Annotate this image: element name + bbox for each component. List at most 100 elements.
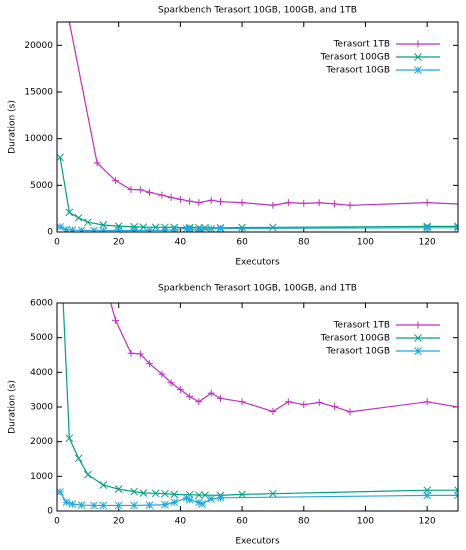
point	[167, 379, 175, 387]
x-tick-label: 80	[298, 238, 310, 248]
point	[130, 222, 138, 231]
y-tick-label: 5000	[30, 181, 53, 191]
point	[170, 490, 179, 499]
x-tick-label: 100	[357, 238, 374, 248]
plot-frame	[56, 302, 459, 512]
chart-title: Sparkbench Terasort 10GB, 100GB, and 1TB	[158, 284, 357, 294]
point	[127, 186, 135, 194]
point	[300, 401, 308, 409]
point	[269, 489, 277, 498]
point	[185, 225, 194, 232]
point	[182, 224, 191, 232]
point	[145, 226, 154, 232]
point	[139, 489, 148, 497]
point	[57, 223, 64, 231]
point	[269, 223, 277, 232]
series-line	[68, 22, 458, 206]
x-tick-label: 40	[175, 517, 187, 527]
x-tick-label: 40	[175, 238, 187, 248]
y-tick-label: 15000	[24, 88, 53, 98]
point	[74, 454, 83, 463]
point	[315, 398, 323, 406]
point	[216, 394, 224, 402]
y-tick-label: 5000	[30, 333, 53, 343]
point	[65, 208, 74, 217]
x-tick-label: 60	[236, 238, 248, 248]
point	[130, 226, 138, 232]
point	[62, 225, 71, 232]
y-tick-label: 20000	[24, 41, 53, 51]
point	[182, 493, 191, 502]
x-axis-label: Executors	[235, 258, 280, 268]
y-tick-label: 6000	[30, 299, 53, 309]
point	[170, 225, 179, 232]
y-axis-label: Duration (s)	[8, 380, 18, 434]
legend-label: Terasort 100GB	[320, 334, 390, 344]
point	[331, 200, 339, 208]
x-tick-label: 120	[419, 517, 436, 527]
point	[112, 177, 120, 185]
point	[454, 222, 458, 231]
chart-title: Sparkbench Terasort 10GB, 100GB, and 1TB	[158, 6, 357, 16]
point	[114, 485, 123, 494]
y-tick-label: 0	[47, 228, 53, 238]
point	[195, 398, 203, 406]
point	[176, 386, 184, 394]
series-line	[59, 157, 458, 229]
point	[186, 197, 194, 205]
point	[161, 500, 169, 509]
point	[423, 491, 432, 500]
point	[62, 498, 71, 507]
point	[99, 501, 108, 510]
point	[454, 200, 458, 208]
legend-label: Terasort 100GB	[320, 53, 390, 63]
x-axis-label: Executors	[235, 537, 280, 547]
point	[93, 159, 101, 167]
x-tick-label: 20	[113, 517, 125, 527]
point	[170, 498, 179, 507]
legend-label: Terasort 10GB	[325, 347, 390, 357]
y-tick-label: 4000	[30, 368, 53, 378]
point	[216, 493, 225, 502]
point	[99, 221, 108, 229]
point	[112, 316, 120, 324]
point	[99, 226, 108, 232]
x-tick-label: 20	[113, 238, 125, 248]
point	[423, 398, 431, 406]
point	[136, 350, 144, 358]
legend-marker	[414, 347, 422, 355]
point	[74, 213, 83, 222]
chart: Sparkbench Terasort 10GB, 100GB, and 1TB…	[8, 284, 459, 547]
legend-marker	[414, 40, 422, 48]
point	[195, 199, 203, 207]
point	[114, 226, 123, 232]
y-tick-label: 2000	[30, 437, 53, 447]
point	[158, 370, 166, 378]
point	[145, 501, 154, 509]
point	[346, 201, 354, 209]
point	[57, 153, 64, 162]
point	[331, 403, 339, 411]
point	[139, 223, 148, 232]
series-line	[62, 303, 458, 497]
point	[195, 491, 203, 499]
point	[77, 226, 86, 232]
point	[186, 393, 194, 401]
point	[284, 199, 292, 207]
point	[130, 501, 138, 510]
point	[57, 488, 64, 496]
legend-marker	[414, 53, 422, 61]
point	[83, 218, 92, 227]
point	[151, 489, 160, 498]
plot-area	[57, 22, 458, 232]
point	[238, 199, 246, 207]
y-axis-label: Duration (s)	[8, 100, 18, 154]
point	[238, 490, 246, 499]
legend-marker	[414, 321, 422, 329]
legend-marker	[414, 334, 422, 342]
point	[238, 223, 246, 232]
x-tick-label: 0	[54, 238, 60, 248]
point	[207, 224, 216, 232]
x-tick-label: 60	[236, 517, 248, 527]
